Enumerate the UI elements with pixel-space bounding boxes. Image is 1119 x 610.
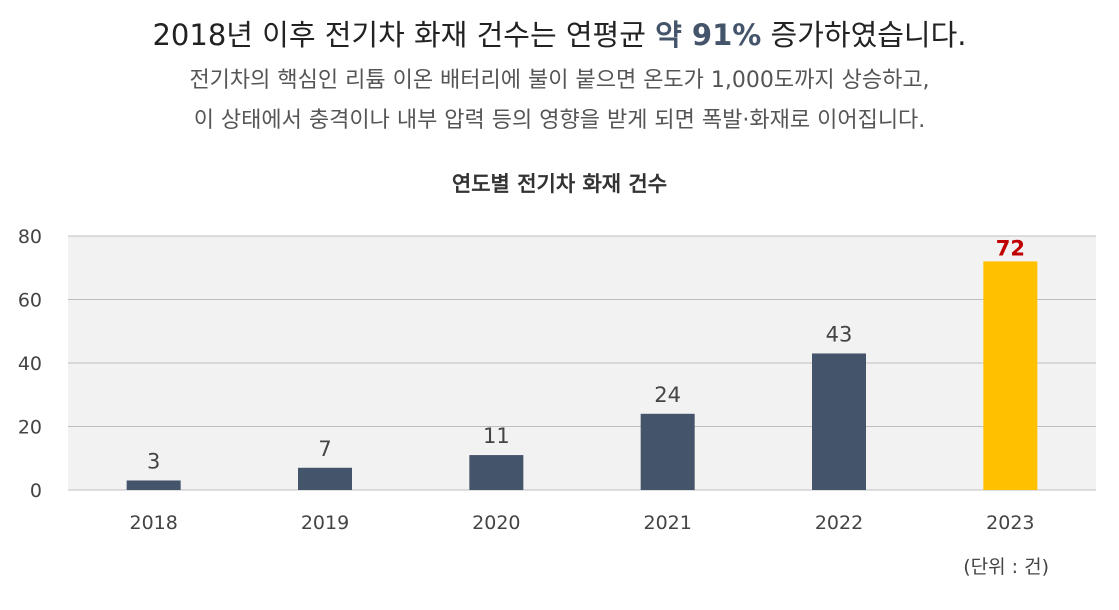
- bar: [126, 480, 181, 490]
- x-tick-label: 2021: [643, 512, 691, 534]
- y-tick-label: 20: [18, 417, 42, 439]
- y-tick-label: 60: [18, 290, 42, 312]
- bar: [812, 353, 866, 490]
- description-line-1: 전기차의 핵심인 리튬 이온 배터리에 불이 붙으면 온도가 1,000도까지 …: [189, 68, 930, 93]
- y-tick-label: 40: [18, 353, 42, 375]
- headline-suffix: 증가하였습니다.: [761, 18, 967, 52]
- description-line-2: 이 상태에서 충격이나 내부 압력 등의 영향을 받게 되면 폭발·화재로 이어…: [193, 108, 926, 133]
- bar-value-label: 43: [826, 322, 853, 346]
- headline: 2018년 이후 전기차 화재 건수는 연평균 약 91% 증가하였습니다.: [0, 12, 1119, 54]
- headline-prefix: 2018년 이후 전기차 화재 건수는 연평균: [152, 18, 656, 52]
- bar-value-label: 3: [147, 449, 160, 473]
- bar-value-label: 24: [654, 383, 681, 407]
- x-tick-label: 2019: [301, 512, 349, 534]
- bar: [469, 455, 524, 490]
- x-tick-label: 2018: [129, 512, 177, 534]
- y-tick-label: 80: [18, 226, 42, 248]
- x-tick-label: 2023: [986, 512, 1034, 534]
- bar-value-label: 11: [483, 424, 510, 448]
- bar: [298, 467, 352, 490]
- x-tick-label: 2020: [472, 512, 520, 534]
- chart-title: 연도별 전기차 화재 건수: [451, 172, 668, 196]
- bar-value-label: 72: [996, 236, 1025, 260]
- bar: [640, 413, 695, 490]
- x-tick-label: 2022: [815, 512, 863, 534]
- bar: [983, 261, 1038, 490]
- y-tick-label: 0: [30, 480, 42, 502]
- unit-note: (단위 : 건): [963, 556, 1049, 578]
- bar-value-label: 7: [318, 437, 331, 461]
- headline-highlight: 약 91%: [655, 18, 762, 52]
